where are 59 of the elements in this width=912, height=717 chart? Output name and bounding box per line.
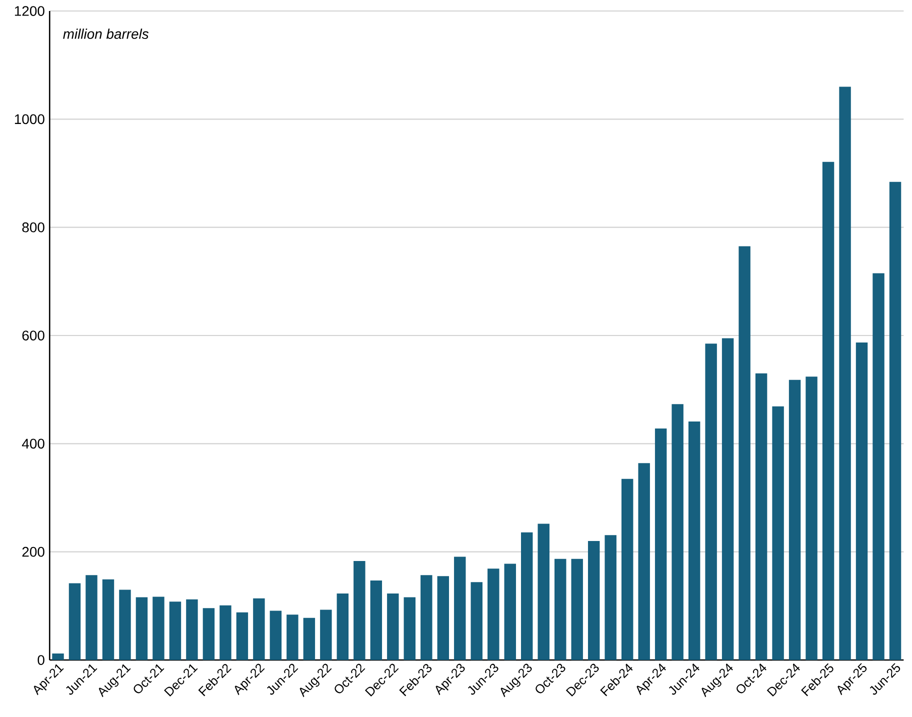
bar [52,654,64,660]
bar [286,614,298,660]
bar [270,610,282,660]
bar [705,344,717,660]
y-tick-label: 400 [22,438,44,449]
bar [336,593,349,660]
bar [420,575,432,660]
bar [68,583,81,660]
bar [738,246,750,660]
bar [152,596,164,660]
bar [404,597,416,660]
bar [889,182,902,660]
bar [554,558,566,660]
bar [571,558,583,660]
bar [806,376,818,660]
bar [538,524,550,660]
bar [236,612,248,660]
bar [303,618,316,660]
bar [253,598,265,660]
bar [119,590,131,660]
bar [772,406,784,660]
bar [654,428,667,660]
bar [470,582,482,660]
bar [370,580,382,660]
bar [788,380,801,660]
bar [86,575,98,660]
y-tick-label: 800 [22,222,44,232]
bar [856,342,868,660]
bar [755,373,768,660]
bar [136,597,148,660]
bar [588,541,600,660]
bar [604,535,616,660]
bar [521,532,533,660]
y-tick-label: 1200 [14,6,44,16]
y-tick-label: 1000 [14,114,44,124]
y-tick-label: 0 [38,655,44,665]
bar [387,593,399,660]
y-tick-label: 200 [22,546,44,557]
bar [169,602,182,660]
annotation: million barrels [63,28,149,39]
bar [220,605,232,660]
bar [672,404,684,660]
bar [621,478,634,660]
bar [822,162,834,660]
bar [454,556,466,660]
y-tick-label: 600 [22,330,44,340]
bar [722,338,734,660]
bar [437,576,449,660]
bar [320,610,332,660]
bar [102,579,114,660]
bar [839,86,851,660]
bar [354,561,366,660]
bar [202,608,215,660]
bar [504,564,516,660]
bar [186,599,198,660]
bar [872,273,884,660]
bar [488,568,500,660]
bar [688,421,700,660]
bar [638,463,650,660]
